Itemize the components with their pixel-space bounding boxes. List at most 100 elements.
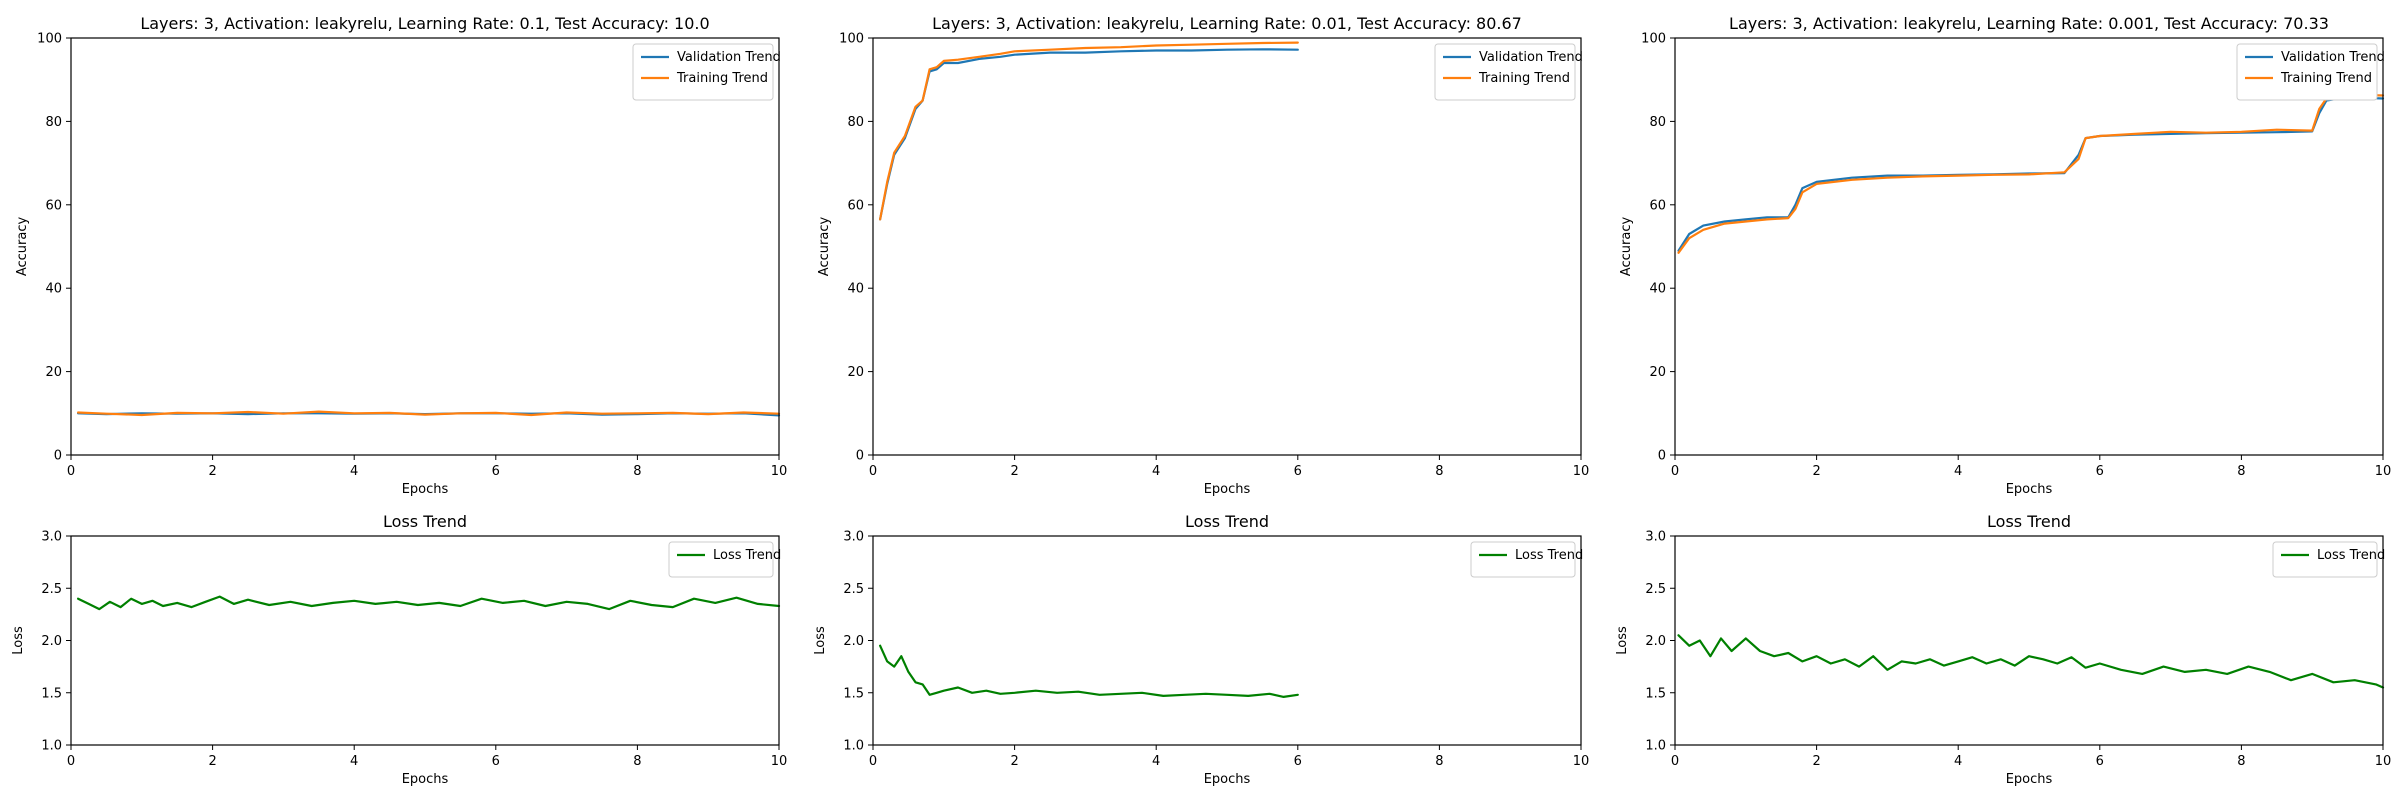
y-tick-label: 20 <box>1649 365 1666 380</box>
x-tick-label: 6 <box>2096 464 2104 479</box>
x-axis-label: Epochs <box>1204 482 1251 497</box>
y-axis-label: Loss <box>1615 626 1630 655</box>
y-tick-label: 0 <box>54 449 62 464</box>
x-tick-label: 8 <box>2237 754 2245 769</box>
legend: Loss Trend <box>1470 541 1583 578</box>
y-tick-label: 0 <box>1658 449 1666 464</box>
y-tick-label: 3.0 <box>1645 530 1666 545</box>
x-tick-label: 0 <box>67 464 75 479</box>
x-tick-label: 8 <box>2237 464 2245 479</box>
legend-entry: Loss Trend <box>2317 548 2385 563</box>
legend: Loss Trend <box>2272 541 2385 578</box>
legend: Loss Trend <box>668 541 781 578</box>
y-tick-label: 80 <box>45 115 62 130</box>
x-tick-label: 6 <box>1294 464 1302 479</box>
y-tick-label: 3.0 <box>41 530 62 545</box>
y-tick-label: 2.5 <box>843 582 864 597</box>
chart-panel-4: 0 2 4 6 8 10 1.0 1.5 2.0 2.5 3.0 Loss Trend Epochs Lo… <box>11 512 787 787</box>
series-line-validation-trend <box>878 48 1299 221</box>
y-tick-label: 80 <box>847 115 864 130</box>
x-tick-label: 4 <box>350 754 358 769</box>
y-tick-label: 1.5 <box>41 686 62 701</box>
x-tick-label: 2 <box>1812 464 1820 479</box>
y-tick-label: 100 <box>839 32 864 47</box>
y-tick-label: 100 <box>37 32 62 47</box>
x-tick-label: 6 <box>492 464 500 479</box>
x-tick-label: 6 <box>2096 754 2104 769</box>
chart-panel-6: 0 2 4 6 8 10 1.0 1.5 2.0 2.5 3.0 Loss Trend Epochs Lo… <box>1615 512 2391 787</box>
x-tick-label: 8 <box>1435 464 1443 479</box>
x-tick-label: 10 <box>2375 754 2392 769</box>
y-tick-label: 60 <box>45 198 62 213</box>
x-tick-label: 0 <box>1671 464 1679 479</box>
x-tick-label: 4 <box>1152 754 1160 769</box>
y-tick-label: 1.0 <box>1645 739 1666 754</box>
x-axis-label: Epochs <box>402 772 449 787</box>
y-tick-label: 1.5 <box>1645 686 1666 701</box>
y-tick-label: 2.0 <box>843 634 864 649</box>
x-tick-label: 10 <box>2375 464 2392 479</box>
x-tick-label: 10 <box>771 464 788 479</box>
legend-entry: Loss Trend <box>1515 548 1583 563</box>
x-tick-label: 0 <box>67 754 75 769</box>
x-tick-label: 8 <box>1435 754 1443 769</box>
x-tick-label: 6 <box>492 754 500 769</box>
chart-title: Loss Trend <box>1185 512 1269 531</box>
y-tick-label: 1.0 <box>41 739 62 754</box>
x-tick-label: 2 <box>1010 464 1018 479</box>
chart-title: Layers: 3, Activation: leakyrelu, Learni… <box>1729 14 2329 33</box>
series-line-training-trend <box>1677 93 2385 254</box>
x-tick-label: 8 <box>633 464 641 479</box>
y-tick-label: 2.0 <box>41 634 62 649</box>
x-tick-label: 2 <box>208 754 216 769</box>
x-tick-label: 10 <box>1573 464 1590 479</box>
y-axis-label: Loss <box>813 626 828 655</box>
y-tick-label: 2.5 <box>41 582 62 597</box>
series-line-loss-trend <box>1677 634 2385 689</box>
series-line-training-trend <box>76 410 781 417</box>
x-axis-label: Epochs <box>402 482 449 497</box>
series-line-loss-trend <box>878 644 1299 699</box>
legend: Validation Trend Training Trend <box>1434 43 1583 101</box>
y-tick-label: 40 <box>847 282 864 297</box>
x-tick-label: 0 <box>869 754 877 769</box>
x-tick-label: 0 <box>869 464 877 479</box>
x-tick-label: 2 <box>1010 754 1018 769</box>
chart-title: Layers: 3, Activation: leakyrelu, Learni… <box>140 14 709 33</box>
y-axis-label: Accuracy <box>817 217 832 277</box>
legend-entry: Validation Trend <box>677 50 781 65</box>
y-tick-label: 60 <box>847 198 864 213</box>
legend-entry: Validation Trend <box>1479 50 1583 65</box>
y-tick-label: 80 <box>1649 115 1666 130</box>
legend-box <box>2272 541 2378 578</box>
y-axis-label: Accuracy <box>15 217 30 277</box>
legend-entry: Training Trend <box>676 71 768 86</box>
legend-box <box>1470 541 1576 578</box>
x-tick-label: 8 <box>633 754 641 769</box>
legend: Validation Trend Training Trend <box>632 43 781 101</box>
x-tick-label: 4 <box>1954 464 1962 479</box>
legend-box <box>668 541 774 578</box>
y-axis-label: Loss <box>11 626 26 655</box>
x-tick-label: 10 <box>1573 754 1590 769</box>
y-tick-label: 20 <box>45 365 62 380</box>
x-tick-label: 6 <box>1294 754 1302 769</box>
x-tick-label: 10 <box>771 754 788 769</box>
legend: Validation Trend Training Trend <box>2236 43 2385 101</box>
chart-title: Loss Trend <box>1987 512 2071 531</box>
y-tick-label: 2.0 <box>1645 634 1666 649</box>
legend-entry: Loss Trend <box>713 548 781 563</box>
y-tick-label: 3.0 <box>843 530 864 545</box>
x-tick-label: 4 <box>1954 754 1962 769</box>
y-axis-label: Accuracy <box>1619 217 1634 277</box>
y-tick-label: 0 <box>856 449 864 464</box>
legend-entry: Training Trend <box>2280 71 2372 86</box>
y-tick-label: 40 <box>45 282 62 297</box>
axes-frame <box>1674 37 2384 456</box>
x-tick-label: 2 <box>208 464 216 479</box>
x-axis-label: Epochs <box>1204 772 1251 787</box>
y-tick-label: 2.5 <box>1645 582 1666 597</box>
